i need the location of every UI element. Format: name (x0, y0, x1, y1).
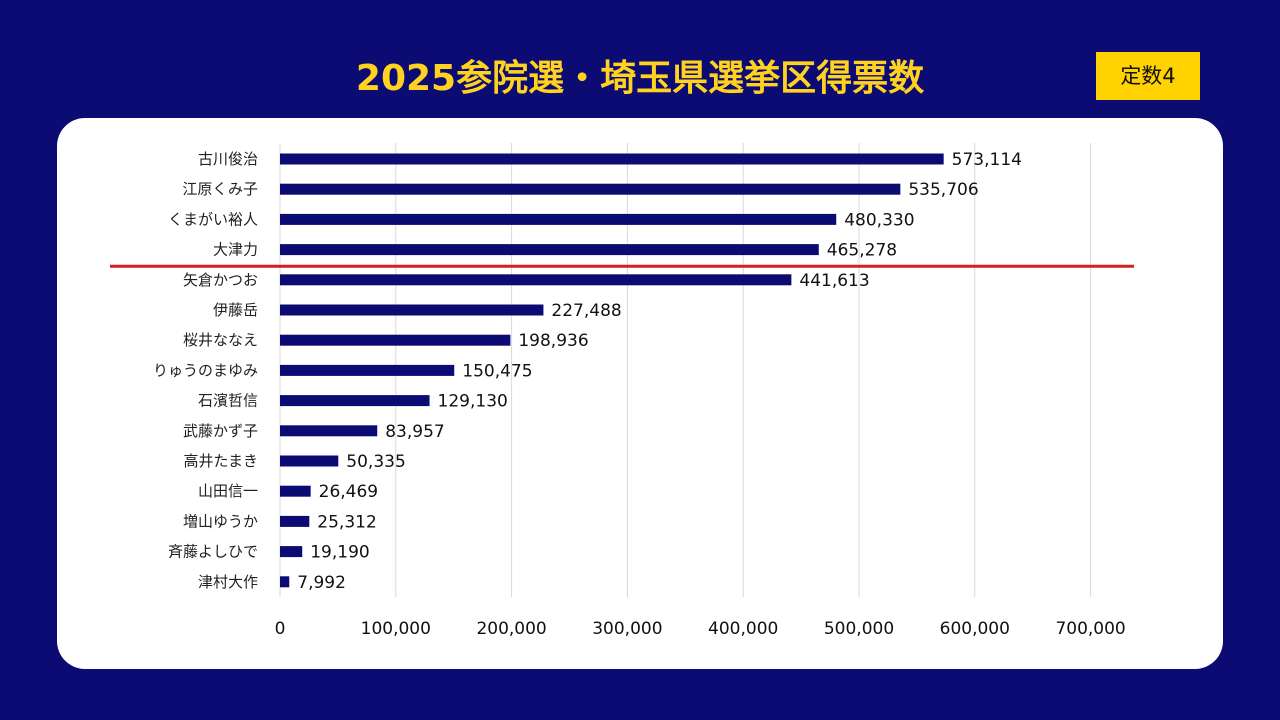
bar (280, 183, 901, 195)
category-label: 江原くみ子 (182, 180, 258, 198)
category-label: 矢倉かつお (183, 271, 258, 289)
value-label: 441,613 (799, 271, 869, 291)
value-label: 465,278 (827, 241, 897, 261)
bar (280, 334, 511, 346)
x-tick-label: 0 (275, 619, 286, 639)
value-label: 19,190 (310, 543, 369, 563)
value-label: 25,312 (317, 512, 376, 532)
chart-card (57, 118, 1223, 669)
x-tick-label: 600,000 (940, 619, 1010, 639)
value-label: 7,992 (297, 573, 346, 593)
category-label: 武藤かず子 (183, 422, 258, 440)
category-label: 津村大作 (198, 573, 258, 591)
value-label: 26,469 (319, 482, 378, 502)
x-tick-label: 100,000 (361, 619, 431, 639)
category-label: 桜井ななえ (183, 331, 258, 349)
x-tick-label: 700,000 (1055, 619, 1125, 639)
category-label: 古川俊治 (198, 150, 258, 168)
value-label: 480,330 (844, 210, 914, 230)
category-label: 山田信一 (198, 482, 258, 500)
category-label: 大津力 (213, 241, 258, 259)
bar (280, 244, 819, 256)
category-label: 斉藤よしひで (168, 543, 258, 561)
category-label: 伊藤岳 (213, 301, 258, 319)
category-label: 石濱哲信 (198, 392, 258, 410)
x-tick-label: 300,000 (592, 619, 662, 639)
value-label: 198,936 (518, 331, 588, 351)
value-label: 50,335 (346, 452, 405, 472)
category-label: 増山ゆうか (183, 512, 258, 530)
value-label: 535,706 (908, 180, 978, 200)
seat-count-badge: 定数4 (1096, 52, 1200, 100)
value-label: 129,130 (438, 392, 508, 412)
bar (280, 274, 792, 286)
chart-title: 2025参院選・埼玉県選挙区得票数 (355, 58, 925, 99)
value-label: 150,475 (462, 361, 532, 381)
bar (280, 485, 311, 497)
category-label: くまがい裕人 (168, 210, 258, 228)
bar (280, 153, 944, 165)
value-label: 83,957 (385, 422, 444, 442)
bar (280, 213, 837, 225)
bar (280, 546, 303, 558)
x-tick-label: 500,000 (824, 619, 894, 639)
bar (280, 425, 378, 437)
bar (280, 576, 290, 588)
bar (280, 515, 310, 527)
value-label: 573,114 (952, 150, 1022, 170)
bar (280, 304, 544, 316)
category-label: りゅうのまゆみ (153, 361, 258, 379)
bar (280, 455, 339, 467)
bar (280, 364, 455, 376)
x-tick-label: 400,000 (708, 619, 778, 639)
x-tick-label: 200,000 (476, 619, 546, 639)
value-label: 227,488 (551, 301, 621, 321)
bar (280, 395, 430, 407)
category-label: 高井たまき (183, 452, 258, 470)
